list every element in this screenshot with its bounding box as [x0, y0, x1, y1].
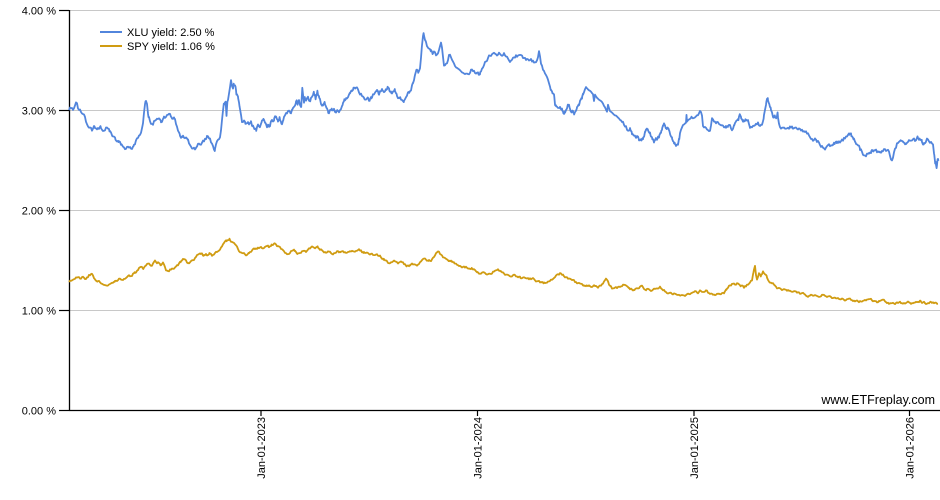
svg-text:2.00 %: 2.00 % [22, 206, 56, 218]
svg-text:XLU yield: 2.50 %: XLU yield: 2.50 % [127, 27, 215, 39]
svg-text:Jan-01-2024: Jan-01-2024 [473, 417, 485, 479]
svg-text:4.00 %: 4.00 % [22, 6, 56, 18]
svg-text:3.00 %: 3.00 % [22, 106, 56, 118]
svg-text:Jan-01-2026: Jan-01-2026 [905, 417, 917, 479]
svg-text:www.ETFreplay.com: www.ETFreplay.com [820, 393, 935, 407]
svg-text:SPY yield: 1.06 %: SPY yield: 1.06 % [127, 41, 215, 53]
svg-text:Jan-01-2025: Jan-01-2025 [689, 417, 701, 479]
svg-text:1.00 %: 1.00 % [22, 306, 56, 318]
svg-text:0.00 %: 0.00 % [22, 406, 56, 418]
svg-text:Jan-01-2023: Jan-01-2023 [256, 417, 268, 479]
